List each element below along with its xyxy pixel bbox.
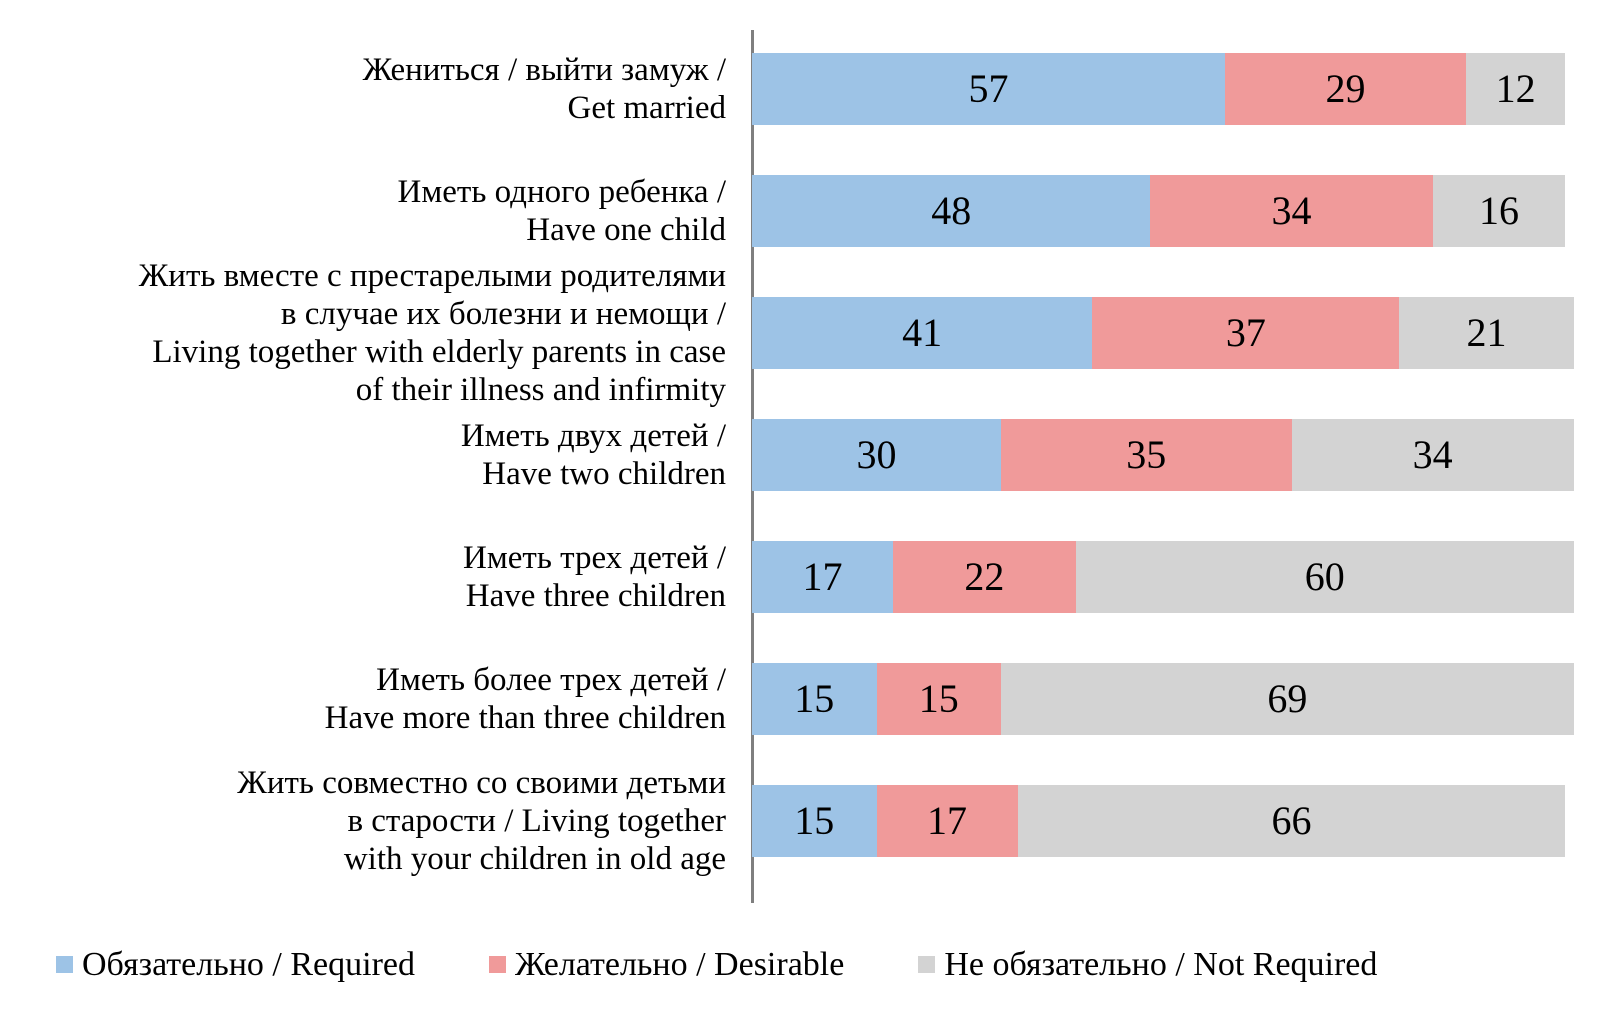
bar-segment-series-2: 60 [1075,541,1574,613]
bar-value-label: 41 [902,310,943,355]
bar-segment-series-0: 48 [752,175,1151,247]
bar-value-label: 17 [802,554,843,599]
bar-track: 57 29 12 [752,53,1582,125]
legend-label: Желательно / Desirable [514,946,845,984]
bar-segment-series-2: 12 [1465,53,1566,125]
bar-value-label: 60 [1304,554,1345,599]
bar-value-label: 15 [794,798,835,843]
bar-track: 30 35 34 [752,419,1582,491]
bar-segment-series-1: 34 [1150,175,1433,247]
bar-track: 15 15 69 [752,663,1582,735]
legend-label: Обязательно / Required [82,946,415,984]
bar-value-label: 21 [1466,310,1507,355]
bar-value-label: 17 [927,798,968,843]
bar-value-label: 66 [1271,798,1312,843]
legend-swatch-icon [56,956,73,974]
bar-value-label: 22 [964,554,1005,599]
bar-segment-series-0: 15 [752,663,877,735]
bar-value-label: 34 [1271,188,1312,233]
bar-value-label: 15 [918,676,959,721]
bar-segment-series-1: 22 [893,541,1076,613]
bar-value-label: 12 [1495,66,1536,111]
bar-track: 48 34 16 [752,175,1582,247]
bar-value-label: 29 [1325,66,1366,111]
bar-value-label: 16 [1478,188,1519,233]
legend-item: Обязательно / Required [56,946,415,983]
legend: Обязательно / Required Желательно / Desir… [56,940,1377,990]
bar-segment-series-1: 17 [876,785,1018,857]
chart-row: Жить вместе с престарелыми родителями в … [0,258,1608,408]
bar-segment-series-2: 66 [1017,785,1566,857]
bar-segment-series-2: 69 [1001,663,1574,735]
bar-segment-series-2: 21 [1399,297,1574,369]
bar-segment-series-2: 34 [1291,419,1574,491]
bar-segment-series-1: 37 [1092,297,1400,369]
legend-item: Не обязательно / Not Required [918,946,1377,983]
bar-segment-series-0: 15 [752,785,877,857]
chart-row: Иметь трех детей / Have three children 17… [0,516,1608,638]
bar-track: 41 37 21 [752,297,1582,369]
legend-label: Не обязательно / Not Required [944,946,1378,984]
bar-value-label: 35 [1126,432,1167,477]
bar-track: 17 22 60 [752,541,1582,613]
bar-segment-series-1: 15 [876,663,1001,735]
category-label: Иметь более трех детей / Have more than … [324,662,726,736]
bar-value-label: 34 [1412,432,1453,477]
category-label: Жениться / выйти замуж / Get married [362,52,726,126]
bar-value-label: 69 [1267,676,1308,721]
bar-segment-series-0: 30 [752,419,1001,491]
category-label: Жить вместе с престарелыми родителями в … [138,258,726,408]
bar-value-label: 30 [856,432,897,477]
bar-rows: Жениться / выйти замуж / Get married 57 29… [0,28,1608,882]
bar-value-label: 37 [1225,310,1266,355]
legend-swatch-icon [488,956,506,974]
bar-segment-series-0: 17 [752,541,894,613]
bar-segment-series-0: 57 [752,53,1226,125]
category-label: Иметь двух детей / Have two children [460,418,726,492]
chart-row: Жить совместно со своими детьми в старос… [0,760,1608,882]
bar-value-label: 15 [794,676,835,721]
category-label: Жить совместно со своими детьми в старос… [237,765,726,877]
bar-segment-series-1: 29 [1225,53,1466,125]
bar-segment-series-0: 41 [752,297,1093,369]
category-label: Иметь одного ребенка / Have one child [397,174,726,248]
legend-swatch-icon [918,956,936,974]
chart-row: Иметь двух детей / Have two children 30 35… [0,394,1608,516]
bar-value-label: 48 [931,188,972,233]
chart-row: Жениться / выйти замуж / Get married 57 29… [0,28,1608,150]
bar-segment-series-1: 35 [1001,419,1292,491]
legend-item: Желательно / Desirable [488,946,845,984]
bar-value-label: 57 [968,66,1009,111]
bar-segment-series-2: 16 [1432,175,1566,247]
chart-row: Иметь одного ребенка / Have one child 48 3… [0,150,1608,272]
chart-row: Иметь более трех детей / Have more than … [0,638,1608,760]
category-label: Иметь трех детей / Have three children [463,540,726,614]
bar-track: 15 17 66 [752,785,1582,857]
